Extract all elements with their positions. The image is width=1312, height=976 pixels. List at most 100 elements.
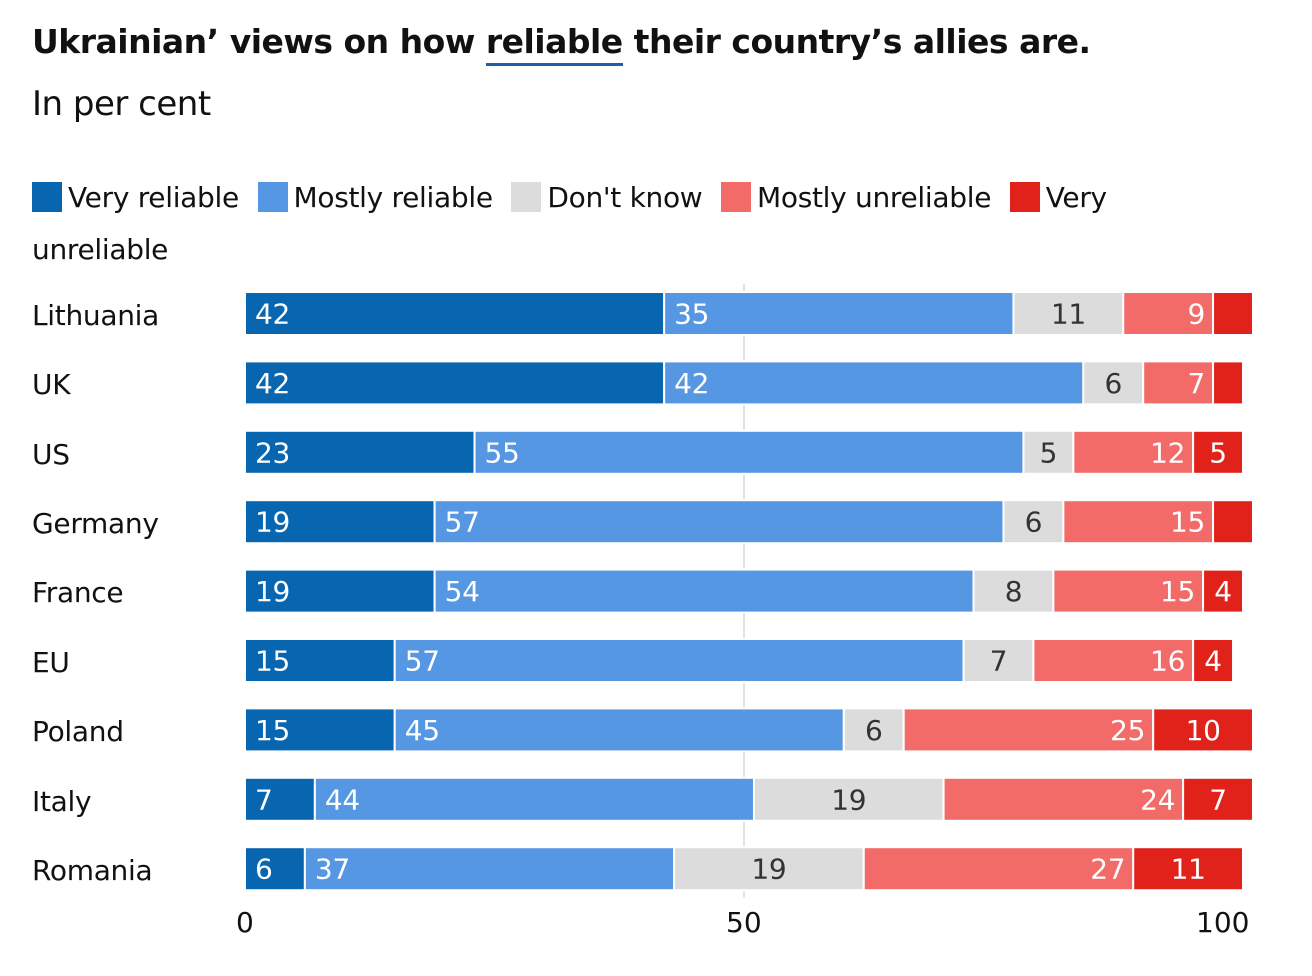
bar-romania-don-t-know xyxy=(673,846,865,892)
label-us-very-reliable: 23 xyxy=(255,436,290,469)
title-part-3: their country’s allies are. xyxy=(622,22,1091,61)
legend-swatch-very-unreliable xyxy=(1009,182,1040,212)
row-label-france: France xyxy=(32,576,124,609)
legend-item-very-reliable: Very reliable xyxy=(32,181,239,214)
label-poland-don-t-know: 6 xyxy=(865,714,883,747)
label-uk-don-t-know: 6 xyxy=(1105,367,1123,400)
row-label-italy: Italy xyxy=(32,785,92,818)
bar-poland-mostly-reliable xyxy=(393,707,845,753)
bar-row-us: 23 55 5 12 5 xyxy=(244,429,1244,475)
label-eu-very-unreliable: 4 xyxy=(1204,645,1222,678)
label-us-don-t-know: 5 xyxy=(1040,436,1058,469)
bar-italy-mostly-reliable xyxy=(313,776,755,822)
bar-us-very-reliable xyxy=(244,429,476,475)
bar-romania-very-reliable xyxy=(244,846,306,892)
title-part-1: Ukrainian’ views on how xyxy=(32,22,486,61)
bar-eu-mostly-unreliable xyxy=(1032,638,1195,683)
bar-lithuania-very-reliable xyxy=(244,291,666,336)
label-france-mostly-unreliable: 15 xyxy=(1160,575,1195,608)
bar-row-germany: 19 57 6 15 xyxy=(244,499,1254,545)
bar-italy-mostly-unreliable xyxy=(942,776,1185,822)
legend-item-mostly-reliable: Mostly reliable xyxy=(257,181,494,214)
label-france-very-unreliable: 4 xyxy=(1214,575,1232,608)
bar-germany-don-t-know xyxy=(1002,499,1065,545)
bar-uk-mostly-reliable xyxy=(663,360,1085,406)
label-us-mostly-reliable: 55 xyxy=(485,436,520,469)
bar-poland-very-unreliable xyxy=(1152,707,1254,753)
bar-lithuania-mostly-reliable xyxy=(663,291,1015,336)
bar-romania-very-unreliable xyxy=(1132,846,1244,892)
bar-row-poland: 15 45 6 25 10 xyxy=(244,707,1254,753)
bar-italy-very-reliable xyxy=(244,776,316,822)
x-tick-100: 100 xyxy=(1196,906,1250,939)
bar-uk-very-unreliable xyxy=(1212,360,1245,406)
label-us-mostly-unreliable: 12 xyxy=(1150,436,1185,469)
label-italy-don-t-know: 19 xyxy=(831,783,866,816)
label-france-don-t-know: 8 xyxy=(1005,575,1023,608)
bar-poland-very-reliable xyxy=(244,707,396,753)
label-uk-very-reliable: 42 xyxy=(255,367,290,400)
x-tick-0: 0 xyxy=(236,906,254,939)
legend: Very reliable Mostly reliable Don't know… xyxy=(32,172,1142,276)
label-germany-don-t-know: 6 xyxy=(1025,506,1043,539)
bar-us-very-unreliable xyxy=(1192,429,1244,475)
label-romania-mostly-reliable: 37 xyxy=(315,853,350,886)
bar-eu-very-unreliable xyxy=(1192,638,1235,683)
legend-label-dont-know: Don't know xyxy=(547,181,703,214)
bar-france-very-reliable xyxy=(244,568,436,614)
label-lithuania-very-reliable: 42 xyxy=(255,298,290,331)
row-label-eu: EU xyxy=(32,646,70,679)
label-france-very-reliable: 19 xyxy=(255,575,290,608)
bar-us-mostly-reliable xyxy=(473,429,1025,475)
label-eu-mostly-unreliable: 16 xyxy=(1150,645,1185,678)
bar-france-very-unreliable xyxy=(1202,568,1244,614)
label-us-very-unreliable: 5 xyxy=(1209,436,1227,469)
bar-germany-very-reliable xyxy=(244,499,436,545)
x-tick-50: 50 xyxy=(726,906,762,939)
label-romania-don-t-know: 19 xyxy=(751,853,786,886)
bar-romania-mostly-unreliable xyxy=(862,846,1135,892)
bar-us-mostly-unreliable xyxy=(1072,429,1195,475)
bar-uk-don-t-know xyxy=(1082,360,1145,406)
label-lithuania-mostly-unreliable: 9 xyxy=(1188,298,1206,331)
label-germany-very-reliable: 19 xyxy=(255,506,290,539)
bar-germany-mostly-reliable xyxy=(433,499,1005,545)
bar-poland-mostly-unreliable xyxy=(902,707,1155,753)
legend-swatch-dont-know xyxy=(511,182,542,212)
bar-lithuania-very-unreliable xyxy=(1212,291,1254,336)
bar-row-lithuania: 42 35 11 9 xyxy=(244,291,1254,336)
bar-row-romania: 6 37 19 27 11 xyxy=(244,846,1244,892)
label-germany-mostly-reliable: 57 xyxy=(445,506,480,539)
label-france-mostly-reliable: 54 xyxy=(445,575,480,608)
row-label-uk: UK xyxy=(32,368,71,401)
bar-lithuania-don-t-know xyxy=(1012,291,1125,336)
bar-france-don-t-know xyxy=(972,568,1055,614)
legend-item-dont-know: Don't know xyxy=(511,181,703,214)
bar-france-mostly-reliable xyxy=(433,568,975,614)
label-poland-mostly-reliable: 45 xyxy=(405,714,440,747)
bar-lithuania-mostly-unreliable xyxy=(1122,291,1215,336)
chart-title: Ukrainian’ views on how reliable their c… xyxy=(32,22,1091,66)
bar-italy-very-unreliable xyxy=(1182,776,1254,822)
label-lithuania-don-t-know: 11 xyxy=(1051,298,1086,331)
title-highlight: reliable xyxy=(485,22,623,66)
legend-item-mostly-unreliable: Mostly unreliable xyxy=(721,181,991,214)
label-poland-mostly-unreliable: 25 xyxy=(1110,714,1145,747)
legend-label-mostly-reliable: Mostly reliable xyxy=(293,181,494,214)
bar-row-eu: 15 57 7 16 4 xyxy=(244,638,1235,683)
label-italy-very-reliable: 7 xyxy=(255,783,273,816)
label-uk-mostly-reliable: 42 xyxy=(674,367,709,400)
row-label-germany: Germany xyxy=(32,507,159,540)
bar-row-italy: 7 44 19 24 7 xyxy=(244,776,1254,822)
bar-germany-mostly-unreliable xyxy=(1062,499,1215,545)
label-uk-mostly-unreliable: 7 xyxy=(1188,367,1206,400)
label-romania-very-unreliable: 11 xyxy=(1171,853,1206,886)
label-eu-mostly-reliable: 57 xyxy=(405,645,440,678)
legend-label-mostly-unreliable: Mostly unreliable xyxy=(757,181,992,214)
row-label-us: US xyxy=(32,438,70,471)
label-italy-mostly-reliable: 44 xyxy=(325,783,360,816)
legend-swatch-mostly-reliable xyxy=(257,182,288,212)
bar-uk-very-reliable xyxy=(244,360,666,406)
legend-label-very-unreliable: Very unreliable xyxy=(32,181,1107,266)
